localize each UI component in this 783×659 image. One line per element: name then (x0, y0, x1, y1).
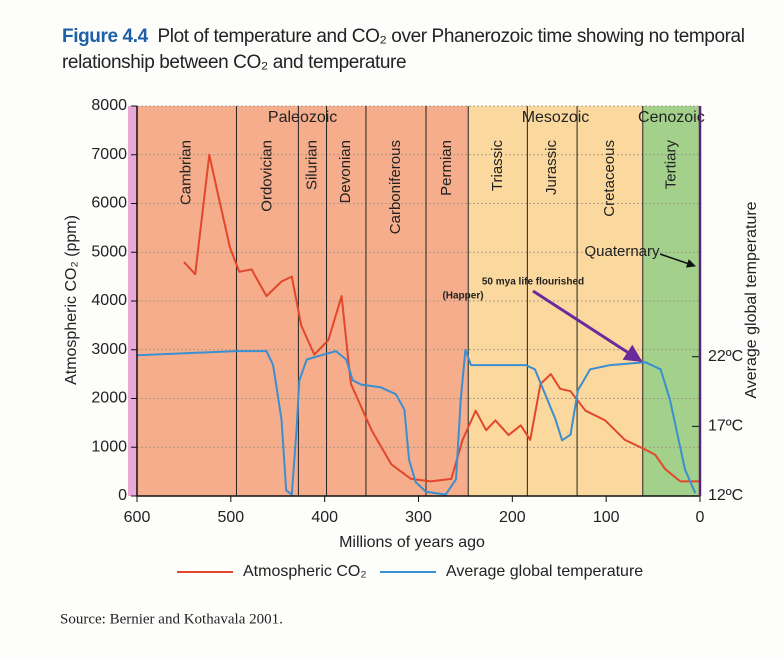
annotation: (Happer) (442, 291, 483, 302)
period-label: Triassic (489, 140, 506, 192)
period-label: Tertiary (662, 140, 679, 190)
y2-tick-label: 12ºC (708, 487, 743, 504)
y-tick-label: 6000 (91, 195, 127, 212)
y-tick-label: 0 (118, 487, 127, 504)
period-label: Silurian (303, 140, 320, 190)
chart-title: Plot of temperature and CO₂ over Phanero… (62, 26, 745, 73)
annotation: 50 mya life flourished (482, 277, 584, 288)
y2-axis-label: Average global temperature (743, 201, 760, 398)
y-tick-label: 8000 (91, 97, 127, 114)
period-label: Jurassic (543, 140, 560, 196)
y-tick-label: 5000 (91, 243, 127, 260)
y-axis-label: Atmospheric CO₂ (ppm) (63, 215, 80, 385)
series-line (183, 153, 700, 483)
legend-label: Average global temperature (446, 563, 643, 580)
annotation-arrow (532, 289, 643, 363)
y2-tick-label: 22ºC (708, 348, 743, 365)
x-tick-label: 200 (499, 509, 526, 526)
y-tick-label: 1000 (91, 438, 127, 455)
legend-label: Atmospheric CO₂ (243, 563, 367, 580)
era-label: Paleozoic (268, 109, 337, 126)
y-tick-label: 4000 (91, 292, 127, 309)
figure-label: Figure 4.4 (62, 26, 148, 47)
y-tick-label: 3000 (91, 341, 127, 358)
period-label: Ordovician (258, 140, 275, 212)
title-block: Figure 4.4 Plot of temperature and CO₂ o… (62, 24, 752, 76)
period-label: Cambrian (178, 140, 195, 205)
x-tick-label: 100 (593, 509, 620, 526)
era-label: Cenozoic (638, 109, 705, 126)
annotation: Quaternary (584, 243, 660, 260)
source: Source: Bernier and Kothavala 2001. (60, 611, 283, 627)
x-tick-label: 500 (217, 509, 244, 526)
y2-tick-label: 17ºC (708, 418, 743, 435)
period-label: Permian (438, 140, 455, 196)
x-tick-label: 0 (696, 509, 705, 526)
x-tick-label: 600 (124, 509, 151, 526)
y-tick-label: 2000 (91, 390, 127, 407)
legend: Atmospheric CO₂ Average global temperatur… (177, 563, 643, 580)
annotation-arrow (659, 253, 696, 268)
x-tick-label: 300 (405, 509, 432, 526)
period-lines (235, 106, 644, 496)
period-label: Cretaceous (601, 140, 618, 217)
y-tick-label: 7000 (91, 146, 127, 163)
period-labels: Paleozoic Mesozoic Cenozoic Cambrian Ordovic… (178, 109, 705, 234)
period-label: Devonian (337, 140, 354, 203)
series-lines (136, 153, 700, 496)
period-label: Carboniferous (387, 140, 404, 234)
x-axis-label: Millions of years ago (339, 534, 485, 551)
axes: 01000200030004000500060007000800012ºC17º… (91, 97, 743, 526)
series-line (136, 348, 697, 496)
x-tick-label: 400 (311, 509, 338, 526)
era-label: Mesozoic (522, 109, 590, 126)
